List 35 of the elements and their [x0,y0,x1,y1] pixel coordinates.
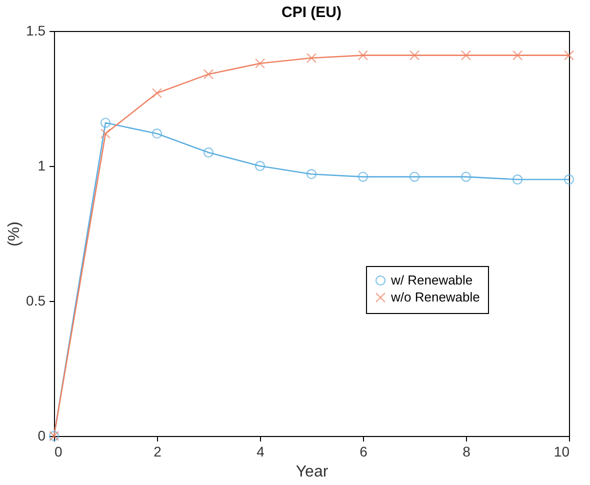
x-tick-label: 8 [462,444,471,460]
point [564,50,574,60]
y-tick-label: 0 [38,428,46,444]
point [306,52,317,64]
point [512,50,523,60]
y-axis-title: (%) [6,222,24,246]
point [409,50,420,60]
x-tick-label: 6 [360,444,368,460]
x-tick-label: 2 [154,444,162,460]
x-tick-label: 10 [554,444,570,460]
x-tick-label: 0 [54,444,62,460]
y-tick-label: 1 [38,158,46,174]
point [358,172,368,182]
point [460,172,472,182]
legend-label: w/ Renewable [390,272,473,288]
point [203,147,214,158]
point [203,69,214,80]
point [460,50,472,60]
point [254,160,266,172]
point [564,174,574,185]
point [254,58,266,68]
legend-label: w/o Renewable [390,290,480,304]
x-tick-label: 4 [256,444,265,460]
point [152,128,162,139]
point [100,128,111,139]
point [306,169,317,180]
point [152,88,162,98]
x-axis-title: Year [296,464,329,480]
point [512,174,523,185]
y-tick-label: 0.5 [26,292,46,308]
chart-title: CPI (EU) [282,4,342,21]
point [100,118,111,128]
y-tick-label: 1.5 [26,22,46,38]
point [409,172,420,182]
point [358,50,368,60]
